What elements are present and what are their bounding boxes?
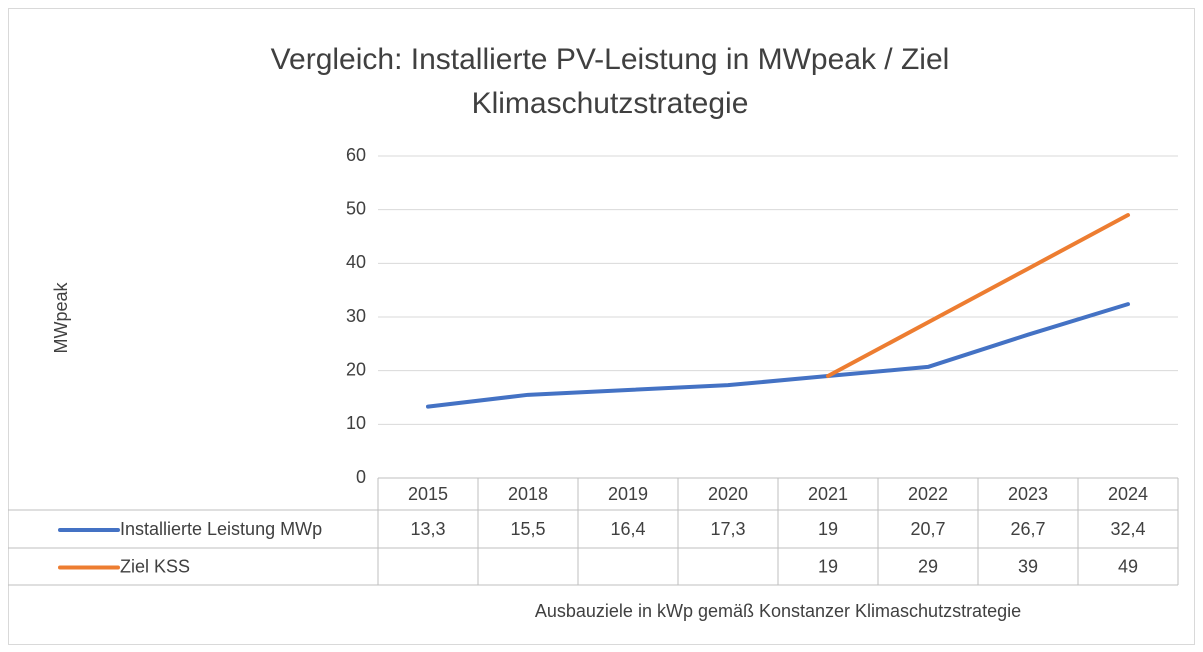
y-tick-label: 30 bbox=[346, 306, 366, 326]
x-tick-label: 2020 bbox=[708, 484, 748, 504]
table-value: 15,5 bbox=[510, 519, 545, 539]
y-axis-label: MWpeak bbox=[51, 281, 71, 353]
x-tick-label: 2021 bbox=[808, 484, 848, 504]
table-value: 39 bbox=[1018, 556, 1038, 576]
series-line bbox=[826, 213, 1130, 379]
y-tick-label: 0 bbox=[356, 467, 366, 487]
table-value: 32,4 bbox=[1110, 519, 1145, 539]
table-value: 19 bbox=[818, 519, 838, 539]
x-tick-label: 2019 bbox=[608, 484, 648, 504]
legend-label: Ziel KSS bbox=[120, 556, 190, 576]
y-tick-label: 10 bbox=[346, 413, 366, 433]
series-line bbox=[426, 302, 1130, 409]
table-value: 20,7 bbox=[910, 519, 945, 539]
x-tick-label: 2018 bbox=[508, 484, 548, 504]
table-value: 17,3 bbox=[710, 519, 745, 539]
table-value: 16,4 bbox=[610, 519, 645, 539]
table-value: 49 bbox=[1118, 556, 1138, 576]
x-tick-label: 2022 bbox=[908, 484, 948, 504]
chart-title: Vergleich: Installierte PV-Leistung in M… bbox=[270, 43, 950, 120]
y-tick-label: 40 bbox=[346, 252, 366, 272]
x-tick-label: 2023 bbox=[1008, 484, 1048, 504]
table-value: 13,3 bbox=[410, 519, 445, 539]
y-tick-label: 50 bbox=[346, 198, 366, 218]
x-axis-label: Ausbauziele in kWp gemäß Konstanzer Klim… bbox=[535, 601, 1021, 621]
table-value: 29 bbox=[918, 556, 938, 576]
x-tick-label: 2015 bbox=[408, 484, 448, 504]
table-value: 19 bbox=[818, 556, 838, 576]
table-value: 26,7 bbox=[1010, 519, 1045, 539]
y-tick-label: 60 bbox=[346, 145, 366, 165]
legend-label: Installierte Leistung MWp bbox=[120, 519, 322, 539]
chart-border bbox=[8, 8, 1195, 645]
y-tick-label: 20 bbox=[346, 359, 366, 379]
x-tick-label: 2024 bbox=[1108, 484, 1148, 504]
